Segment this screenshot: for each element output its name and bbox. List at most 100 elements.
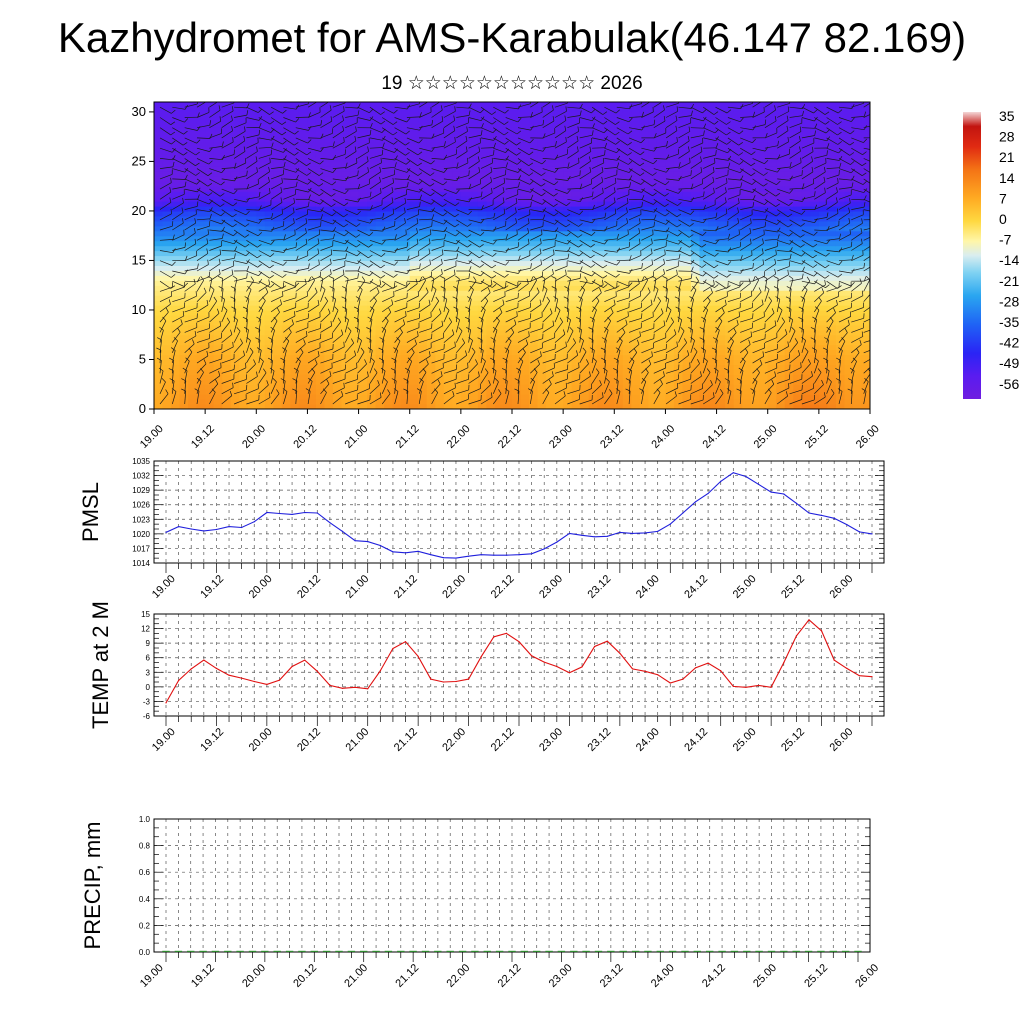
heatmap-cell [213, 275, 223, 281]
heatmap-cell [622, 329, 632, 336]
heatmap-cell [341, 161, 351, 167]
heatmap-cell [409, 116, 419, 123]
heatmap-cell [435, 186, 445, 192]
heatmap-cell [179, 399, 189, 405]
heatmap-cell [648, 245, 658, 252]
heatmap-cell [742, 319, 752, 326]
heatmap-cell [333, 364, 343, 370]
heatmap-cell [818, 141, 828, 148]
heatmap-cell [222, 309, 232, 316]
heatmap-cell [597, 176, 607, 182]
heatmap-cell [622, 344, 632, 351]
heatmap-cell [725, 235, 735, 242]
heatmap-cell [776, 354, 786, 361]
heatmap-cell [179, 265, 189, 271]
heatmap-cell [315, 374, 326, 380]
heatmap-cell [699, 141, 709, 148]
heatmap-cell [605, 121, 615, 128]
heatmap-cell [409, 106, 419, 113]
heatmap-cell [239, 240, 249, 247]
heatmap-cell [750, 329, 760, 336]
heatmap-cell [460, 349, 470, 356]
heatmap-cell [767, 300, 777, 306]
heatmap-cell [367, 181, 377, 187]
heatmap-cell [469, 379, 479, 385]
heatmap-cell [571, 255, 581, 262]
heatmap-cell [597, 389, 607, 395]
heatmap-cell [605, 106, 615, 113]
heatmap-cell [298, 364, 309, 370]
heatmap-cell [290, 106, 300, 113]
heatmap-cell [733, 260, 743, 266]
heatmap-cell [529, 220, 539, 227]
heatmap-cell [767, 151, 777, 158]
heatmap-cell [384, 270, 394, 276]
heatmap-cell [614, 344, 624, 351]
heatmap-cell [154, 270, 164, 276]
heatmap-cell [196, 215, 206, 222]
heatmap-cell [179, 344, 189, 351]
heatmap-cell [375, 359, 385, 366]
heatmap-cell [367, 215, 377, 222]
heatmap-cell [273, 166, 283, 172]
heatmap-cell [801, 225, 811, 232]
heatmap-cell [239, 230, 249, 237]
heatmap-cell [281, 235, 291, 242]
heatmap-cell [239, 102, 249, 108]
heatmap-cell [563, 265, 573, 271]
heatmap-cell [460, 404, 470, 409]
heatmap-cell [742, 290, 752, 296]
heatmap-cell [716, 210, 726, 217]
heatmap-cell [401, 166, 411, 172]
heatmap-cell [367, 161, 377, 167]
heatmap-cell [290, 250, 300, 257]
heatmap-cell [494, 399, 505, 405]
heatmap-cell [571, 394, 581, 400]
heatmap-cell [222, 210, 232, 217]
heatmap-cell [154, 255, 164, 262]
heatmap-cell [827, 191, 837, 197]
heatmap-cell [392, 116, 402, 123]
heatmap-cell [307, 220, 317, 227]
heatmap-cell [546, 255, 556, 262]
heatmap-cell [426, 250, 436, 257]
heatmap-cell [494, 344, 505, 351]
heatmap-cell [529, 394, 539, 400]
heatmap-cell [639, 151, 649, 158]
heatmap-cell [563, 181, 573, 187]
heatmap-cell [742, 201, 752, 207]
heatmap-cell [230, 240, 240, 247]
heatmap-cell [529, 116, 539, 123]
heatmap-cell [742, 102, 752, 108]
heatmap-cell [580, 191, 590, 197]
heatmap-cell [256, 210, 266, 217]
heatmap-cell [665, 181, 675, 187]
heatmap-cell [443, 329, 453, 336]
heatmap-cell [333, 106, 343, 113]
heatmap-cell [307, 389, 317, 395]
heatmap-cell [622, 205, 632, 212]
heatmap-cell [162, 329, 172, 336]
heatmap-cell [281, 339, 291, 346]
heatmap-cell [196, 116, 206, 123]
heatmap-cell [162, 290, 172, 296]
heatmap-cell [716, 235, 726, 242]
heatmap-cell [665, 126, 675, 133]
heatmap-cell [648, 235, 658, 242]
heatmap-cell [230, 384, 240, 390]
heatmap-cell [520, 161, 530, 167]
heatmap-cell [341, 374, 351, 380]
heatmap-cell [230, 136, 240, 143]
heatmap-cell [392, 369, 402, 375]
heatmap-cell [307, 201, 317, 207]
heatmap-cell [580, 215, 590, 222]
heatmap-cell [256, 300, 266, 306]
heatmap-cell [801, 369, 811, 375]
heatmap-cell [759, 102, 769, 108]
heatmap-cell [494, 205, 505, 212]
heatmap-cell [162, 196, 172, 202]
heatmap-cell [290, 394, 300, 400]
heatmap-cell [247, 171, 257, 177]
heatmap-cell [742, 334, 752, 341]
heatmap-cell [443, 106, 453, 113]
